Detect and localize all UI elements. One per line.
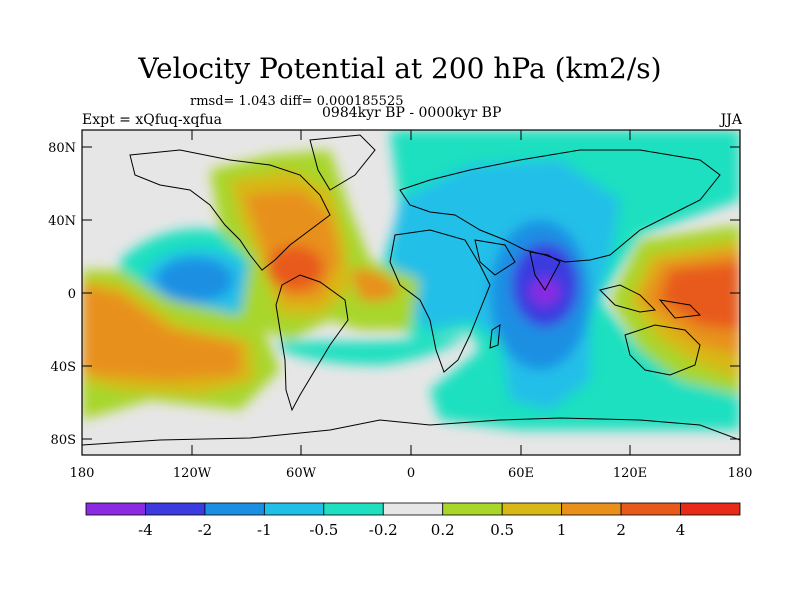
y-tick-label: 40S (51, 360, 76, 375)
colorbar-label: -4 (138, 521, 153, 539)
x-tick-label: 120E (613, 466, 647, 481)
x-tick-label: 0 (407, 466, 415, 481)
x-tick-label: 180 (70, 466, 95, 481)
season-label: JJA (720, 112, 742, 128)
x-tick-label: 180 (728, 466, 753, 481)
colorbar-label: -2 (198, 521, 213, 539)
x-axis-labels: 180 120W 60W 0 60E 120E 180 (70, 466, 753, 481)
axis-ticks (82, 130, 740, 455)
colorbar-swatch (680, 502, 741, 516)
x-tick-label: 120W (173, 466, 212, 481)
x-tick-label: 60E (508, 466, 534, 481)
colorbar-label: -0.2 (369, 521, 398, 539)
colorbar-swatch (263, 502, 325, 516)
colorbar: -4 -2 -1 -0.5 -0.2 0.2 0.5 1 2 4 (85, 502, 741, 539)
colorbar-swatch (620, 502, 681, 516)
y-tick-label: 80S (51, 433, 76, 448)
colorbar-swatch (501, 502, 563, 516)
colorbar-swatch (145, 502, 206, 516)
experiment-label: Expt = xQfuq-xqfua (82, 112, 222, 128)
coastlines (82, 134, 740, 446)
y-tick-label: 0 (68, 287, 76, 302)
colorbar-label: 4 (676, 521, 686, 539)
colorbar-label: -0.5 (309, 521, 338, 539)
x-tick-label: 60W (286, 466, 317, 481)
colorbar-label: -1 (257, 521, 272, 539)
map-title: Velocity Potential at 200 hPa (km2/s) (138, 52, 662, 85)
colorbar-label: 2 (616, 521, 626, 539)
colorbar-label: 0.2 (431, 521, 455, 539)
stats-line: rmsd= 1.043 diff= 0.000185525 (190, 94, 404, 109)
colorbar-swatch (204, 502, 265, 516)
y-tick-label: 80N (48, 141, 76, 156)
colorbar-swatch (323, 502, 384, 516)
period-label: 0984kyr BP - 0000kyr BP (322, 105, 502, 121)
colorbar-swatch (561, 502, 622, 516)
colorbar-swatch (85, 502, 146, 516)
colorbar-label: 1 (557, 521, 567, 539)
colorbar-swatch (442, 502, 503, 516)
y-axis-labels: 80N 40N 0 40S 80S (48, 141, 76, 448)
colorbar-swatch (382, 502, 444, 516)
y-tick-label: 40N (48, 214, 76, 229)
colorbar-label: 0.5 (490, 521, 514, 539)
velocity-potential-field (82, 130, 740, 455)
